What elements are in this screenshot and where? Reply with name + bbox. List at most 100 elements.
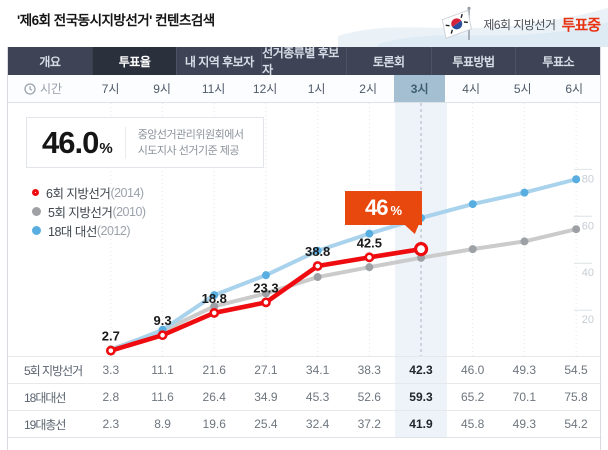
legend-year: (2010) <box>112 204 146 219</box>
cell-value: 32.4 <box>305 417 330 431</box>
nav-tab[interactable]: 투표방법 <box>430 47 516 75</box>
time-cell[interactable]: 5시 <box>513 82 532 96</box>
time-cell[interactable]: 7시 <box>101 82 120 96</box>
nav-tab[interactable]: 내 지역 후보자 <box>176 47 261 75</box>
data-point <box>313 246 322 255</box>
data-label: 2.7 <box>102 329 120 344</box>
data-point <box>157 330 168 341</box>
cell-value: 41.9 <box>409 417 433 431</box>
cell-value: 27.1 <box>254 363 278 377</box>
data-point <box>364 252 375 263</box>
legend-year: (2014) <box>110 185 144 200</box>
cell-value: 25.4 <box>254 417 278 431</box>
chart-svg: 80 60 40 20 2.7 9.3 18.8 23.3 38.8 42.5 <box>102 103 594 356</box>
time-cell[interactable]: 11시 <box>201 82 226 96</box>
cell-value: 34.9 <box>254 390 278 404</box>
data-point <box>520 237 529 246</box>
election-status-banner: 제6회 지방선거 투표중 <box>433 6 601 42</box>
chart-legend: 6회 지방선거 (2014) 5회 지방선거 (2010) 18대 대선 (2012) <box>32 183 146 240</box>
legend-item: 18대 대선 (2012) <box>32 221 146 240</box>
cell-value: 49.3 <box>512 363 537 377</box>
data-point <box>468 200 477 209</box>
callout-tail <box>403 224 420 234</box>
series-line <box>108 227 579 352</box>
table-row: 18대대선 2.8 11.6 26.4 34.9 45.3 52.6 59.3 65.2 70.1… <box>8 383 602 410</box>
data-point <box>520 188 529 197</box>
y-axis-label: 80 <box>582 173 594 185</box>
data-label: 9.3 <box>154 313 172 328</box>
nav-tab[interactable]: 투표소 <box>515 47 600 75</box>
time-cell[interactable]: 3시 <box>393 75 446 102</box>
data-point <box>365 263 374 272</box>
cell-value: 65.2 <box>460 390 485 404</box>
data-point <box>210 302 219 311</box>
summary-divider <box>124 126 126 159</box>
legend-label: 6회 지방선거 <box>46 187 111 201</box>
legend-year: (2012) <box>96 223 131 238</box>
data-point <box>209 308 220 318</box>
y-axis-label: 20 <box>582 314 594 326</box>
time-bar-head: 시간 <box>8 75 85 102</box>
cell-value: 8.9 <box>154 417 171 431</box>
cell-value: 45.3 <box>305 390 330 404</box>
data-point <box>413 242 429 257</box>
series-line <box>108 177 579 353</box>
page-title: '제6회 전국동시지방선거' 컨텐츠검색 <box>17 13 215 28</box>
nav-tab[interactable]: 토론회 <box>345 47 431 75</box>
cell-value: 2.3 <box>102 417 120 431</box>
time-label: 시간 <box>40 82 63 96</box>
summary-box: 46.0 % 중앙선거관리위원회에서 시도지사 선거기준 제공 <box>26 117 264 168</box>
cell-value: 75.8 <box>564 390 588 404</box>
callout-badge: 46 % <box>345 191 423 234</box>
time-cell[interactable]: 1시 <box>307 82 326 96</box>
cell-value: 59.3 <box>409 390 433 404</box>
cell-value: 11.1 <box>151 363 174 377</box>
table-row: 5회 지방선거 3.3 11.1 21.6 27.1 34.1 38.3 42.3 46.0 49… <box>8 356 602 383</box>
cell-value: 49.3 <box>512 417 537 431</box>
time-cell[interactable]: 12시 <box>252 82 278 96</box>
time-cell[interactable]: 2시 <box>359 82 377 96</box>
data-point <box>365 229 374 238</box>
data-point <box>261 289 270 298</box>
cell-value: 52.6 <box>357 390 381 404</box>
data-label: 18.8 <box>202 291 227 306</box>
row-label: 5회 지방선거 <box>24 363 83 378</box>
legend-label: 5회 지방선거 <box>48 206 113 220</box>
cell-value: 34.1 <box>305 363 330 377</box>
turnout-table: 5회 지방선거 3.3 11.1 21.6 27.1 34.1 38.3 42.3 46.0 49… <box>8 356 602 438</box>
cell-value: 21.6 <box>202 363 226 377</box>
summary-source: 중앙선거관리위원회에서 시도지사 선거기준 제공 <box>137 128 244 157</box>
nav-bar: 개요 투표율 내 지역 후보자 선거종류별 후보자 토론회 투표방법 투표소 <box>8 46 600 77</box>
data-point <box>468 245 477 254</box>
nav-tab[interactable]: 개요 <box>39 54 61 69</box>
cell-value: 19.6 <box>202 417 226 431</box>
data-point <box>313 273 322 282</box>
cell-value: 42.3 <box>409 363 433 377</box>
turnout-chart: 80 60 40 20 2.7 9.3 18.8 23.3 38.8 42.5 46.0 % 중앙… <box>8 103 602 356</box>
time-cell[interactable]: 4시 <box>462 82 481 96</box>
korea-flag-icon <box>442 6 473 40</box>
time-cell[interactable]: 9시 <box>153 82 171 96</box>
data-label: 38.8 <box>305 244 330 259</box>
legend-label: 18대 대선 <box>48 225 97 239</box>
data-label: 42.5 <box>357 235 382 250</box>
clock-icon <box>24 82 36 95</box>
cell-value: 54.2 <box>564 417 588 431</box>
cell-value: 46.0 <box>460 363 485 377</box>
data-point <box>572 225 581 234</box>
election-widget: 개요 투표율 내 지역 후보자 선거종류별 후보자 토론회 투표방법 투표소 시간 7시 9시… <box>7 46 602 450</box>
y-axis-label: 60 <box>582 220 594 232</box>
cell-value: 38.3 <box>357 363 381 377</box>
summary-value: 46.0 <box>42 124 99 160</box>
legend-swatch <box>32 189 39 196</box>
nav-tab[interactable]: 투표율 <box>91 47 177 75</box>
data-label: 23.3 <box>253 280 278 295</box>
data-point <box>261 271 270 280</box>
table-row: 19대총선 2.3 8.9 19.6 25.4 32.4 37.2 41.9 45.8 49.3 5… <box>8 410 602 437</box>
cell-value: 3.3 <box>102 363 120 377</box>
cell-value: 37.2 <box>357 417 381 431</box>
row-label: 18대대선 <box>24 390 66 405</box>
time-cell[interactable]: 6시 <box>565 82 584 96</box>
cell-value: 26.4 <box>202 390 226 404</box>
nav-tab[interactable]: 선거종류별 후보자 <box>261 46 346 77</box>
